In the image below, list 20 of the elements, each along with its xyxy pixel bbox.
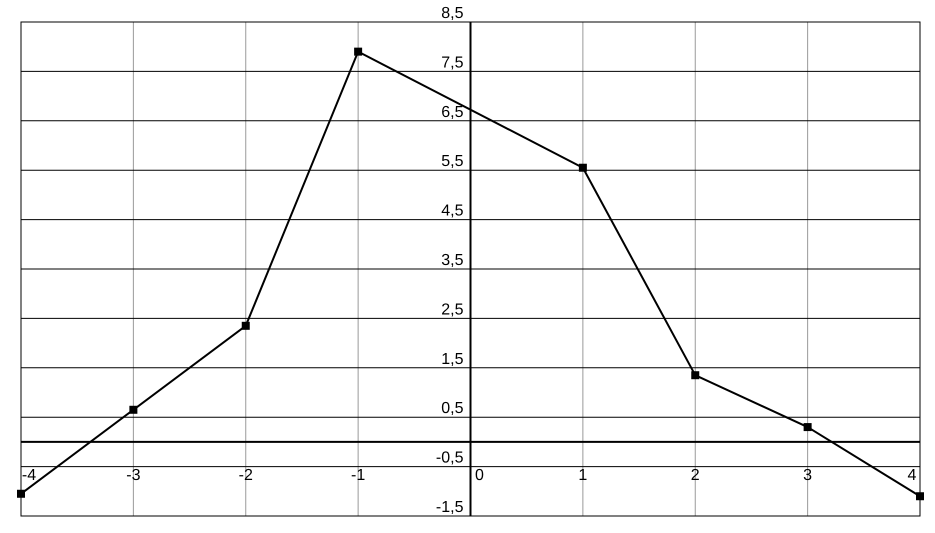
y-tick-label: -1,5: [436, 499, 464, 516]
y-tick-label: 4,5: [441, 202, 464, 220]
x-tick-label: -2: [238, 466, 253, 484]
y-tick-label: 0,5: [441, 400, 464, 418]
x-tick-label: -1: [351, 466, 366, 484]
x-tick-label: 4: [908, 466, 917, 484]
y-tick-label: 6,5: [441, 104, 464, 121]
y-tick-label: 3,5: [441, 252, 464, 269]
x-tick-label: 0: [475, 466, 484, 484]
y-tick-label: 8,5: [441, 5, 464, 22]
x-tick-label: 1: [578, 466, 588, 484]
y-tick-label: 5,5: [441, 153, 464, 170]
x-tick-label: 2: [690, 466, 700, 484]
x-tick-label: 3: [803, 466, 812, 484]
x-tick-label: -3: [126, 466, 141, 484]
y-tick-label: 2,5: [441, 301, 464, 318]
y-tick-label: -0,5: [436, 450, 464, 467]
y-tick-label: 1,5: [441, 350, 464, 368]
x-tick-label: -4: [22, 466, 36, 484]
y-tick-label: 7,5: [441, 54, 464, 72]
